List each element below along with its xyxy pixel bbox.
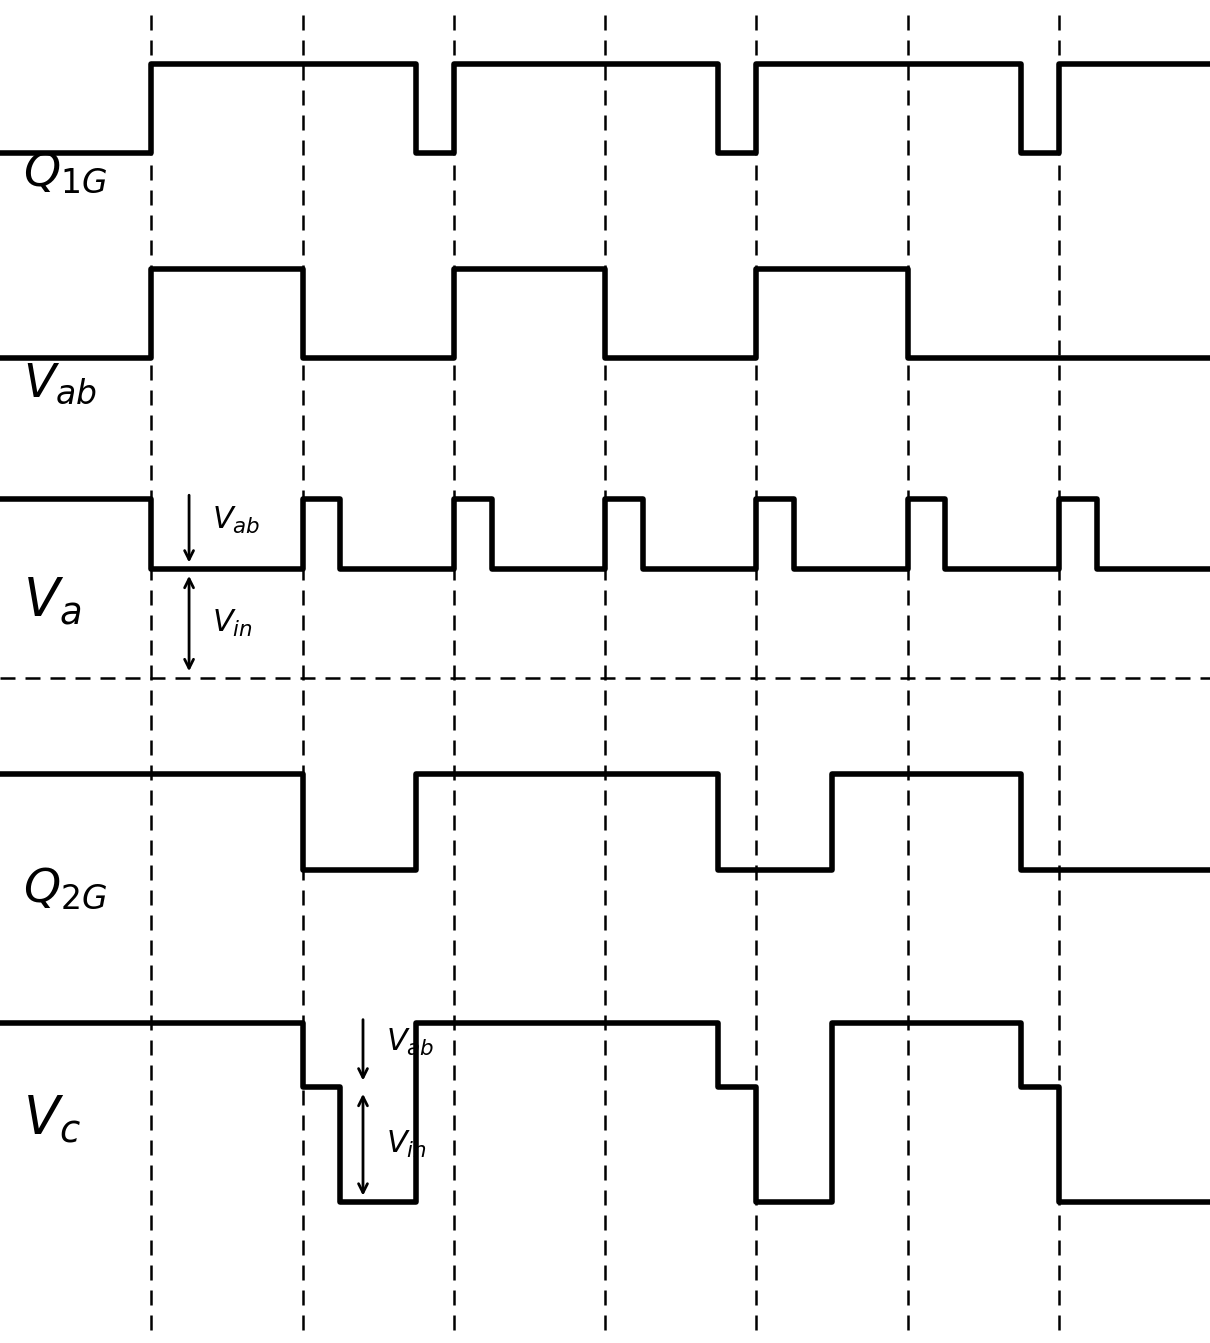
- Text: $V_{ab}$: $V_{ab}$: [386, 1027, 434, 1058]
- Text: $V_a$: $V_a$: [23, 576, 81, 627]
- Text: $V_c$: $V_c$: [23, 1093, 81, 1144]
- Text: $V_{in}$: $V_{in}$: [212, 608, 253, 639]
- Text: $V_{ab}$: $V_{ab}$: [23, 361, 97, 407]
- Text: $V_{ab}$: $V_{ab}$: [212, 505, 260, 536]
- Text: $Q_{2G}$: $Q_{2G}$: [23, 866, 106, 912]
- Text: $Q_{1G}$: $Q_{1G}$: [23, 149, 106, 196]
- Text: $V_{in}$: $V_{in}$: [386, 1129, 427, 1160]
